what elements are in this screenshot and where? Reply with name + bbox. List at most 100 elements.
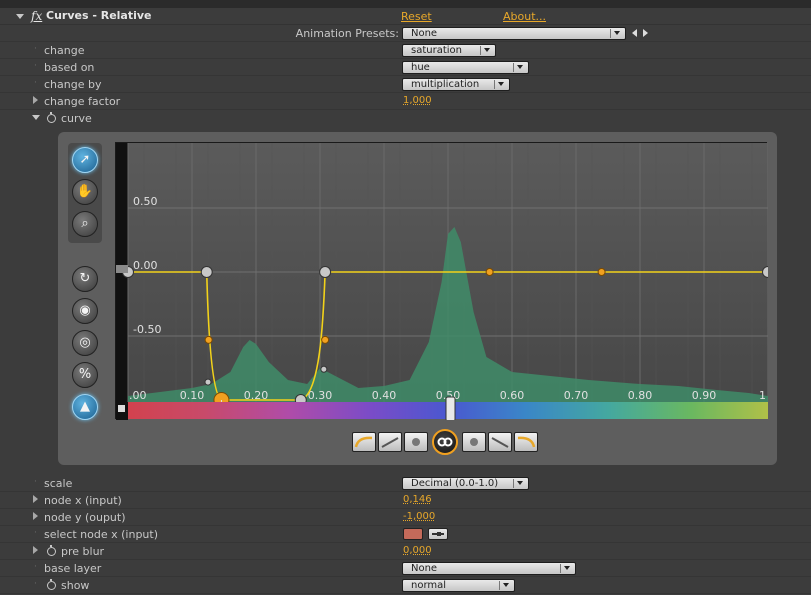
color-swatch[interactable] [403, 528, 423, 540]
param-change-factor-row: change factor 1,000 [0, 93, 811, 110]
panel-top-bar [0, 0, 811, 8]
param-pre-blur-row: pre blur 0,000 [0, 543, 811, 560]
animation-presets-dropdown[interactable]: None [402, 27, 626, 40]
change-value: saturation [411, 45, 462, 56]
y-axis-label: 0.50 [133, 195, 158, 208]
curve-line[interactable] [128, 271, 768, 401]
collapse-triangle-icon[interactable] [16, 14, 24, 19]
percent-icon[interactable]: % [72, 362, 98, 388]
param-scale-row: · scale Decimal (0.0-1.0) [0, 475, 811, 492]
node-x-value[interactable]: 0,146 [403, 494, 432, 505]
bullet-icon: · [34, 61, 37, 71]
hand-left-icon[interactable] [404, 432, 428, 452]
fx-toggle[interactable]: fx [31, 9, 43, 23]
y-axis-labels: 0.50 0.00 -0.50 [133, 195, 161, 336]
zoom-icon[interactable]: ⌕ [72, 211, 98, 237]
x-axis-label: 0.30 [308, 389, 333, 402]
param-select-node-label: select node x (input) [44, 528, 159, 541]
x-axis-label: 0.40 [372, 389, 397, 402]
curve-node[interactable] [319, 266, 332, 278]
stopwatch-icon[interactable] [46, 112, 56, 123]
param-select-node-row: · select node x (input) [0, 526, 811, 543]
expand-triangle-icon[interactable] [33, 546, 38, 554]
link-icon[interactable] [432, 429, 458, 455]
hand-right-icon[interactable] [462, 432, 486, 452]
show-dropdown[interactable]: normal [402, 579, 515, 592]
curve-handle[interactable] [204, 335, 213, 344]
curve-graph[interactable]: 0.50 0.00 -0.50 .00 0.10 0.20 0.30 0.40 0.50 0.6… [115, 142, 769, 420]
navigation-tools: ➚ ✋ ⌕ [68, 143, 102, 243]
expand-triangle-icon[interactable] [33, 495, 38, 503]
pre-blur-value[interactable]: 0,000 [403, 545, 432, 556]
param-curve-row: curve [0, 110, 811, 127]
based-on-dropdown[interactable]: hue [402, 61, 529, 74]
hand-pan-icon[interactable]: ✋ [72, 179, 98, 205]
node-y-value[interactable]: -1,000 [403, 511, 436, 522]
x-axis-label: .00 [129, 389, 147, 402]
previous-preset-icon[interactable] [632, 29, 637, 37]
about-link[interactable]: About... [503, 10, 547, 23]
eyedropper-icon[interactable] [428, 528, 448, 540]
bullet-icon: · [34, 78, 37, 88]
curve-node[interactable] [762, 266, 769, 278]
change-dropdown[interactable]: saturation [402, 44, 496, 57]
curve-handle[interactable] [597, 268, 606, 276]
change-by-dropdown[interactable]: multiplication [402, 78, 510, 91]
hue-slider-handle[interactable] [445, 396, 456, 420]
x-axis-label: 0.70 [564, 389, 589, 402]
expand-triangle-icon[interactable] [33, 512, 38, 520]
bullet-icon: · [34, 579, 37, 589]
animation-presets-label: Animation Presets: [295, 27, 399, 40]
based-on-value: hue [411, 62, 430, 73]
curve-handle[interactable] [321, 335, 330, 344]
linear-right-icon[interactable] [488, 432, 512, 452]
curve-node[interactable] [200, 266, 213, 278]
reset-view-icon[interactable]: ↻ [72, 266, 98, 292]
corner-resize-icon[interactable] [118, 405, 125, 412]
linear-left-icon[interactable] [378, 432, 402, 452]
next-preset-icon[interactable] [643, 29, 648, 37]
collapse-triangle-icon[interactable] [32, 115, 40, 120]
histogram [128, 227, 768, 402]
scale-dropdown[interactable]: Decimal (0.0-1.0) [402, 477, 529, 490]
scale-value: Decimal (0.0-1.0) [411, 478, 499, 489]
x-axis-label: 0.80 [628, 389, 653, 402]
y-axis-label: -0.50 [133, 323, 161, 336]
ease-out-icon[interactable] [514, 432, 538, 452]
param-node-y-row: node y (ouput) -1,000 [0, 509, 811, 526]
chevron-down-icon [513, 63, 526, 72]
effect-header: fx Curves - Relative Reset About... [0, 8, 811, 25]
param-change-by-row: · change by multiplication [0, 76, 811, 93]
x-axis-label: 0.60 [500, 389, 525, 402]
param-show-row: · show normal [0, 577, 811, 594]
bullet-icon: · [34, 528, 37, 538]
select-arrow-icon[interactable]: ➚ [72, 147, 98, 173]
eye-filled-icon[interactable]: ◎ [72, 330, 98, 356]
bullet-icon: · [34, 44, 37, 54]
x-axis-label: 0.90 [692, 389, 717, 402]
histogram-icon[interactable]: ▲ [72, 394, 98, 420]
change-by-value: multiplication [411, 79, 480, 90]
y-axis-label: 0.00 [133, 259, 158, 272]
reset-link[interactable]: Reset [401, 10, 432, 23]
effect-title: Curves - Relative [46, 9, 152, 22]
expand-triangle-icon[interactable] [33, 96, 38, 104]
bullet-icon: · [34, 477, 37, 487]
left-gutter [116, 143, 128, 420]
zero-marker [116, 265, 128, 273]
curve-node[interactable] [204, 378, 212, 386]
stopwatch-icon[interactable] [46, 579, 56, 590]
eye-view-icon[interactable]: ◉ [72, 298, 98, 324]
base-layer-value: None [411, 563, 438, 574]
curve-handle[interactable] [485, 268, 494, 276]
stopwatch-icon[interactable] [46, 545, 56, 556]
change-factor-value[interactable]: 1,000 [403, 95, 432, 106]
param-node-y-label: node y (ouput) [44, 511, 126, 524]
base-layer-dropdown[interactable]: None [402, 562, 576, 575]
animation-presets-value: None [411, 28, 438, 39]
ease-in-icon[interactable] [352, 432, 376, 452]
x-axis-label: 1 [759, 389, 766, 402]
curve-shape-tools [348, 429, 544, 456]
curve-node[interactable] [320, 365, 328, 373]
param-change-by-label: change by [44, 78, 102, 91]
